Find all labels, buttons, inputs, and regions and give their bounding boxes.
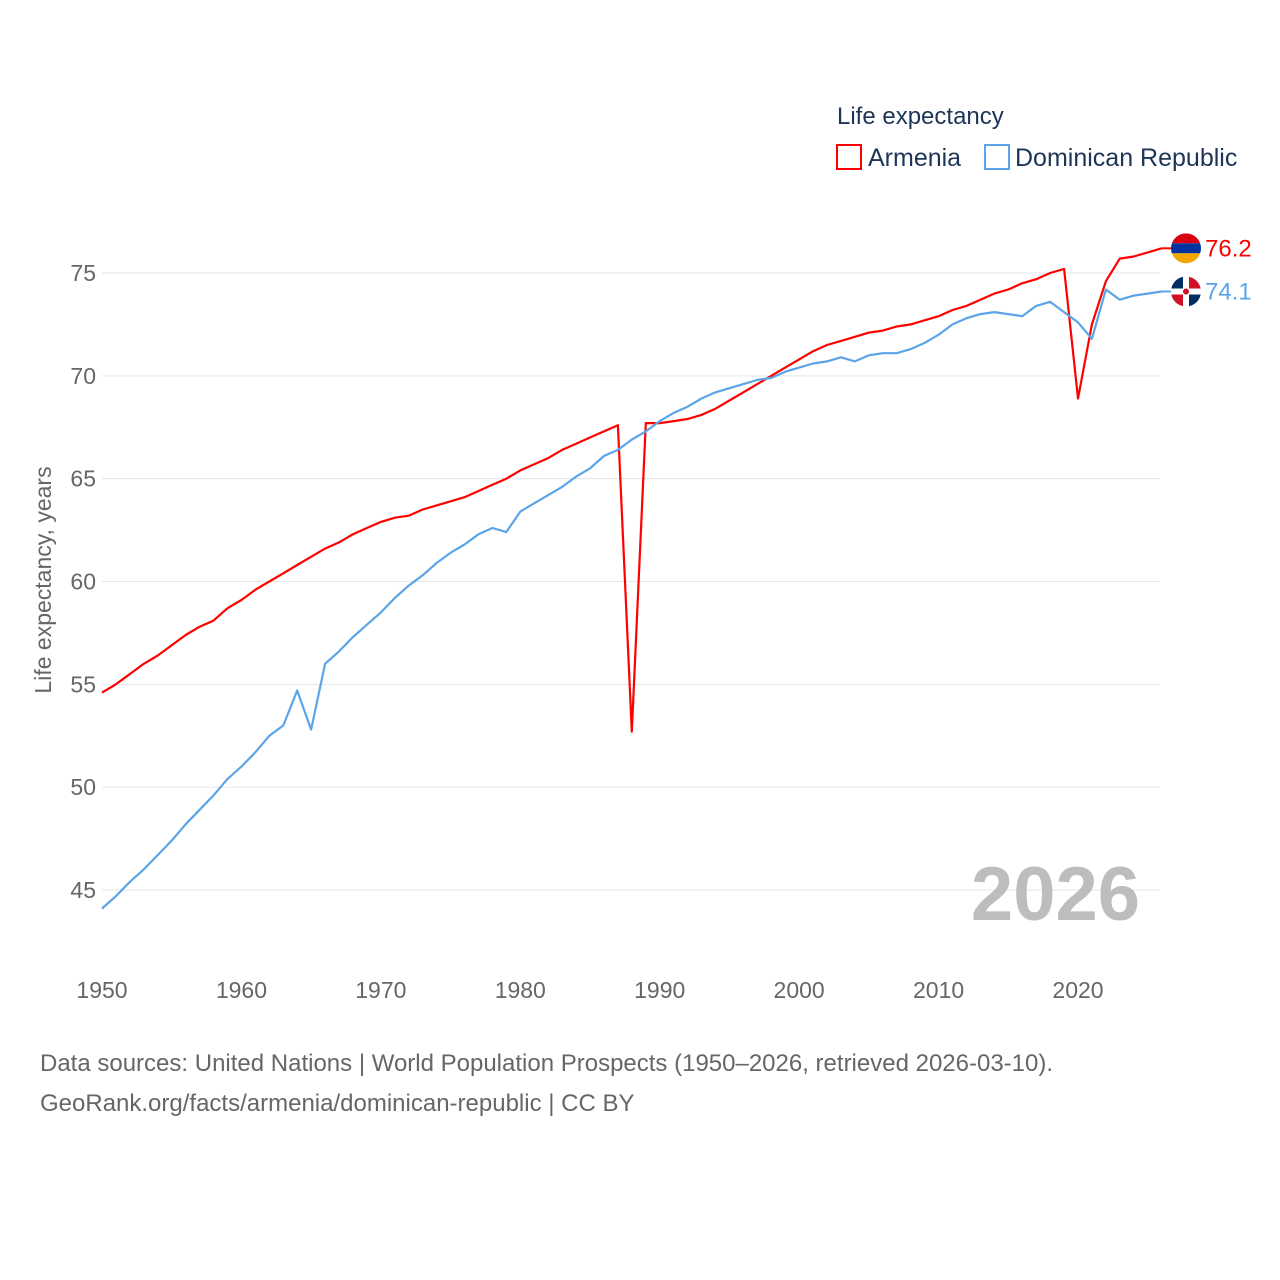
y-tick-label: 60 bbox=[70, 569, 96, 595]
flag-q2 bbox=[1189, 276, 1201, 289]
legend-item-dominican-republic[interactable]: Dominican Republic bbox=[984, 144, 1237, 172]
x-tick-label: 2020 bbox=[1052, 977, 1103, 1003]
y-tick-label: 65 bbox=[70, 466, 96, 492]
x-tick-label: 1990 bbox=[634, 977, 685, 1003]
series-line-armenia bbox=[101, 247, 1163, 733]
x-tick-label: 1960 bbox=[216, 977, 267, 1003]
flag-stripe-blue bbox=[1171, 243, 1201, 254]
x-tick-label: 1970 bbox=[355, 977, 406, 1003]
source-line-2[interactable]: GeoRank.org/facts/armenia/dominican-repu… bbox=[40, 1090, 635, 1117]
y-axis-label: Life expectancy, years bbox=[30, 466, 56, 693]
legend-item-armenia[interactable]: Armenia bbox=[836, 144, 961, 172]
year-watermark: 2026 bbox=[971, 852, 1140, 937]
y-tick-label: 75 bbox=[70, 260, 96, 286]
flag-q3 bbox=[1171, 294, 1183, 307]
x-tick-label: 2000 bbox=[774, 977, 825, 1003]
source-line-1: Data sources: United Nations | World Pop… bbox=[40, 1050, 1054, 1077]
y-tick-label: 50 bbox=[70, 774, 96, 800]
flag-emblem bbox=[1183, 288, 1189, 295]
flag-stripe-orange bbox=[1171, 253, 1201, 264]
y-tick-label: 45 bbox=[70, 877, 96, 903]
y-tick-label: 70 bbox=[70, 363, 96, 389]
legend-label-armenia: Armenia bbox=[868, 144, 961, 172]
legend-swatch-armenia bbox=[836, 144, 862, 170]
end-value-label-armenia: 76.2 bbox=[1205, 235, 1252, 262]
legend-label-dominican-republic: Dominican Republic bbox=[1015, 144, 1237, 172]
y-tick-label: 55 bbox=[70, 671, 96, 697]
flag-body bbox=[1171, 276, 1201, 307]
legend-title: Life expectancy bbox=[837, 103, 1004, 130]
flag-stripe-red bbox=[1171, 233, 1201, 244]
end-value-label-dominican-republic: 74.1 bbox=[1205, 279, 1252, 306]
x-tick-label: 1980 bbox=[495, 977, 546, 1003]
flag-body bbox=[1171, 233, 1201, 264]
source-note: Data sources: United Nations | World Pop… bbox=[40, 1044, 1053, 1124]
armenia-flag-icon bbox=[1171, 233, 1201, 264]
series-line-dominican-republic bbox=[101, 288, 1162, 910]
legend-swatch-dominican-republic bbox=[984, 144, 1010, 170]
flag-q1 bbox=[1171, 276, 1183, 289]
x-tick-label: 1950 bbox=[76, 977, 127, 1003]
dominican-republic-flag-icon bbox=[1171, 276, 1201, 307]
x-tick-label: 2010 bbox=[913, 977, 964, 1003]
flag-q4 bbox=[1189, 294, 1201, 307]
